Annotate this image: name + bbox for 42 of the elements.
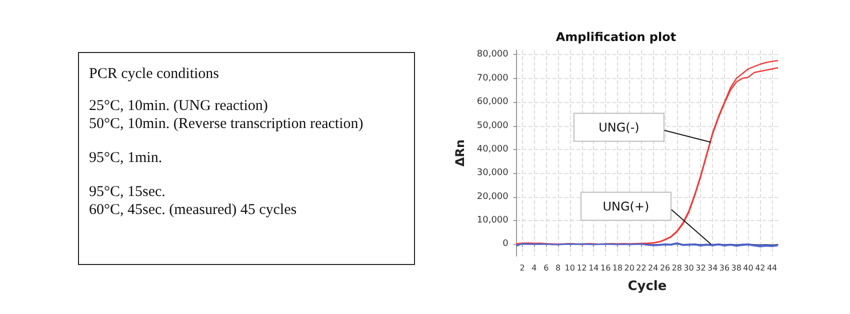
text: 50°C, 10min. (Reverse transcription reaction) [89,115,364,133]
y-tick-label: 70,000 [476,73,509,84]
annotation: UNG(-) [598,120,640,134]
text: 60°C, 45sec. (measured) 45 cycles [89,201,298,219]
x-tick-label: 10 [564,264,575,272]
x-tick-label: 32 [696,264,706,272]
x-tick-label: 40 [743,264,754,272]
y-tick-label: 40,000 [476,144,509,154]
x-tick-label: 14 [588,264,599,272]
y-tick-label: 50,000 [476,120,509,131]
x-tick-label: 22 [636,264,646,272]
x-tick-label: 8 [555,264,561,272]
x-tick-label: 24 [648,264,658,272]
x-tick-label: 26 [660,264,670,272]
x-tick-label: 34 [708,264,718,272]
x-tick-label: 38 [731,264,742,272]
chart-title: Amplification plot [556,30,676,44]
x-tick-label: 42 [755,264,766,272]
y-tick-label: 20,000 [476,192,509,202]
x-tick-label: 16 [600,264,611,272]
y-axis-title: ΔRn [453,139,467,167]
x-tick-label: 2 [520,264,525,272]
y-tick-label: 30,000 [476,168,509,178]
y-tick-label: 80,000 [476,50,509,60]
y-tick-label: 60,000 [476,97,509,108]
x-tick-label: 4 [532,264,537,272]
y-tick-label: 0 [502,239,509,250]
annotation: UNG(+) [602,199,650,214]
text: 25°C, 10min. (UNG reaction) [89,97,269,115]
x-tick-label: 18 [612,264,623,272]
text: 95°C, 15sec. [89,183,166,201]
text: PCR cycle conditions [89,65,220,83]
x-tick-label: 30 [684,264,694,272]
x-tick-label: 44 [766,264,778,272]
x-tick-label: 6 [544,264,549,272]
x-tick-label: 28 [672,264,682,272]
x-tick-label: 20 [624,264,634,272]
x-tick-label: 36 [719,264,730,272]
x-axis-title: Cycle [628,279,667,294]
y-tick-label: 10,000 [476,215,509,226]
x-tick-label: 12 [576,264,587,272]
text: 95°C, 1min. [89,149,164,167]
